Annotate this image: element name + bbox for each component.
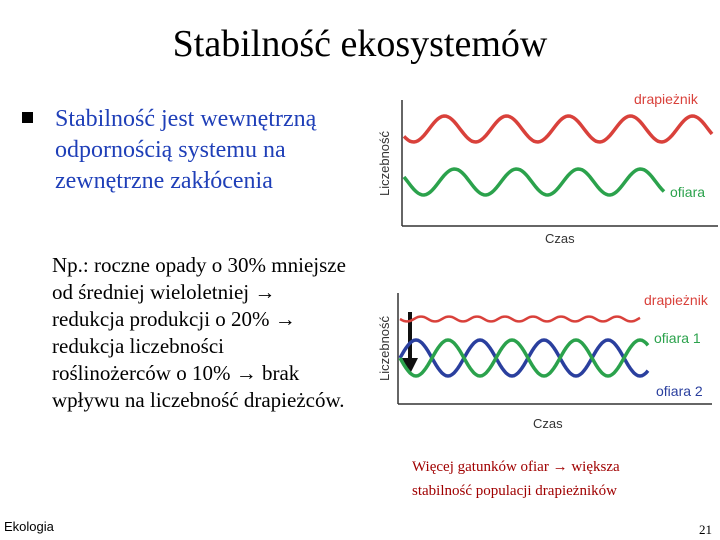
example-line: Np.: roczne opady o 30% mniejsze [52, 253, 346, 277]
conclusion-line: stabilność populacji drapieżników [412, 483, 617, 499]
prey2-curve [398, 338, 650, 378]
example-text: Np.: roczne opady o 30% mniejsze od śred… [52, 252, 346, 414]
bullet-line: odpornością systemu na [55, 137, 286, 163]
prey2-label: ofiara 2 [656, 383, 703, 399]
y-axis-label: Liczebność [377, 130, 392, 196]
example-line: od średniej wieloletniej → [52, 280, 276, 304]
prey-label: ofiara [670, 184, 705, 200]
x-axis-label: Czas [533, 416, 563, 431]
predator-curve [402, 114, 714, 144]
example-line: redukcja liczebności [52, 334, 224, 358]
bullet-text: Stabilność jest wewnętrzną odpornością s… [55, 104, 316, 197]
predator-label: drapieżnik [644, 292, 709, 308]
x-axis-label: Czas [545, 231, 575, 246]
example-line: wpływu na liczebność drapieżców. [52, 388, 345, 412]
prey1-label: ofiara 1 [654, 330, 701, 346]
bullet-square-icon [22, 112, 33, 123]
arrow-right-icon: → [274, 307, 296, 331]
slide-title: Stabilność ekosystemów [172, 23, 548, 65]
conclusion-line: Więcej gatunków ofiar → większa [412, 459, 620, 475]
example-line: redukcja produkcji o 20% → [52, 307, 296, 331]
prey1-curve [398, 338, 650, 378]
conclusion-text: Więcej gatunków ofiar → większa stabilno… [412, 455, 620, 503]
example-line: roślinożerców o 10% → brak [52, 361, 300, 385]
footer-course-name: Ekologia [4, 519, 54, 534]
prey-curve [402, 167, 666, 197]
arrow-right-icon: → [552, 459, 568, 475]
arrow-right-icon: → [235, 361, 257, 385]
bullet-line: zewnętrzne zakłócenia [55, 168, 273, 194]
bullet-line: Stabilność jest wewnętrzną [55, 106, 317, 132]
page-number: 21 [699, 522, 712, 537]
arrow-right-icon: → [254, 280, 276, 304]
predator-label: drapieżnik [634, 91, 699, 107]
predator-curve [399, 315, 641, 323]
y-axis-label: Liczebność [377, 315, 392, 381]
